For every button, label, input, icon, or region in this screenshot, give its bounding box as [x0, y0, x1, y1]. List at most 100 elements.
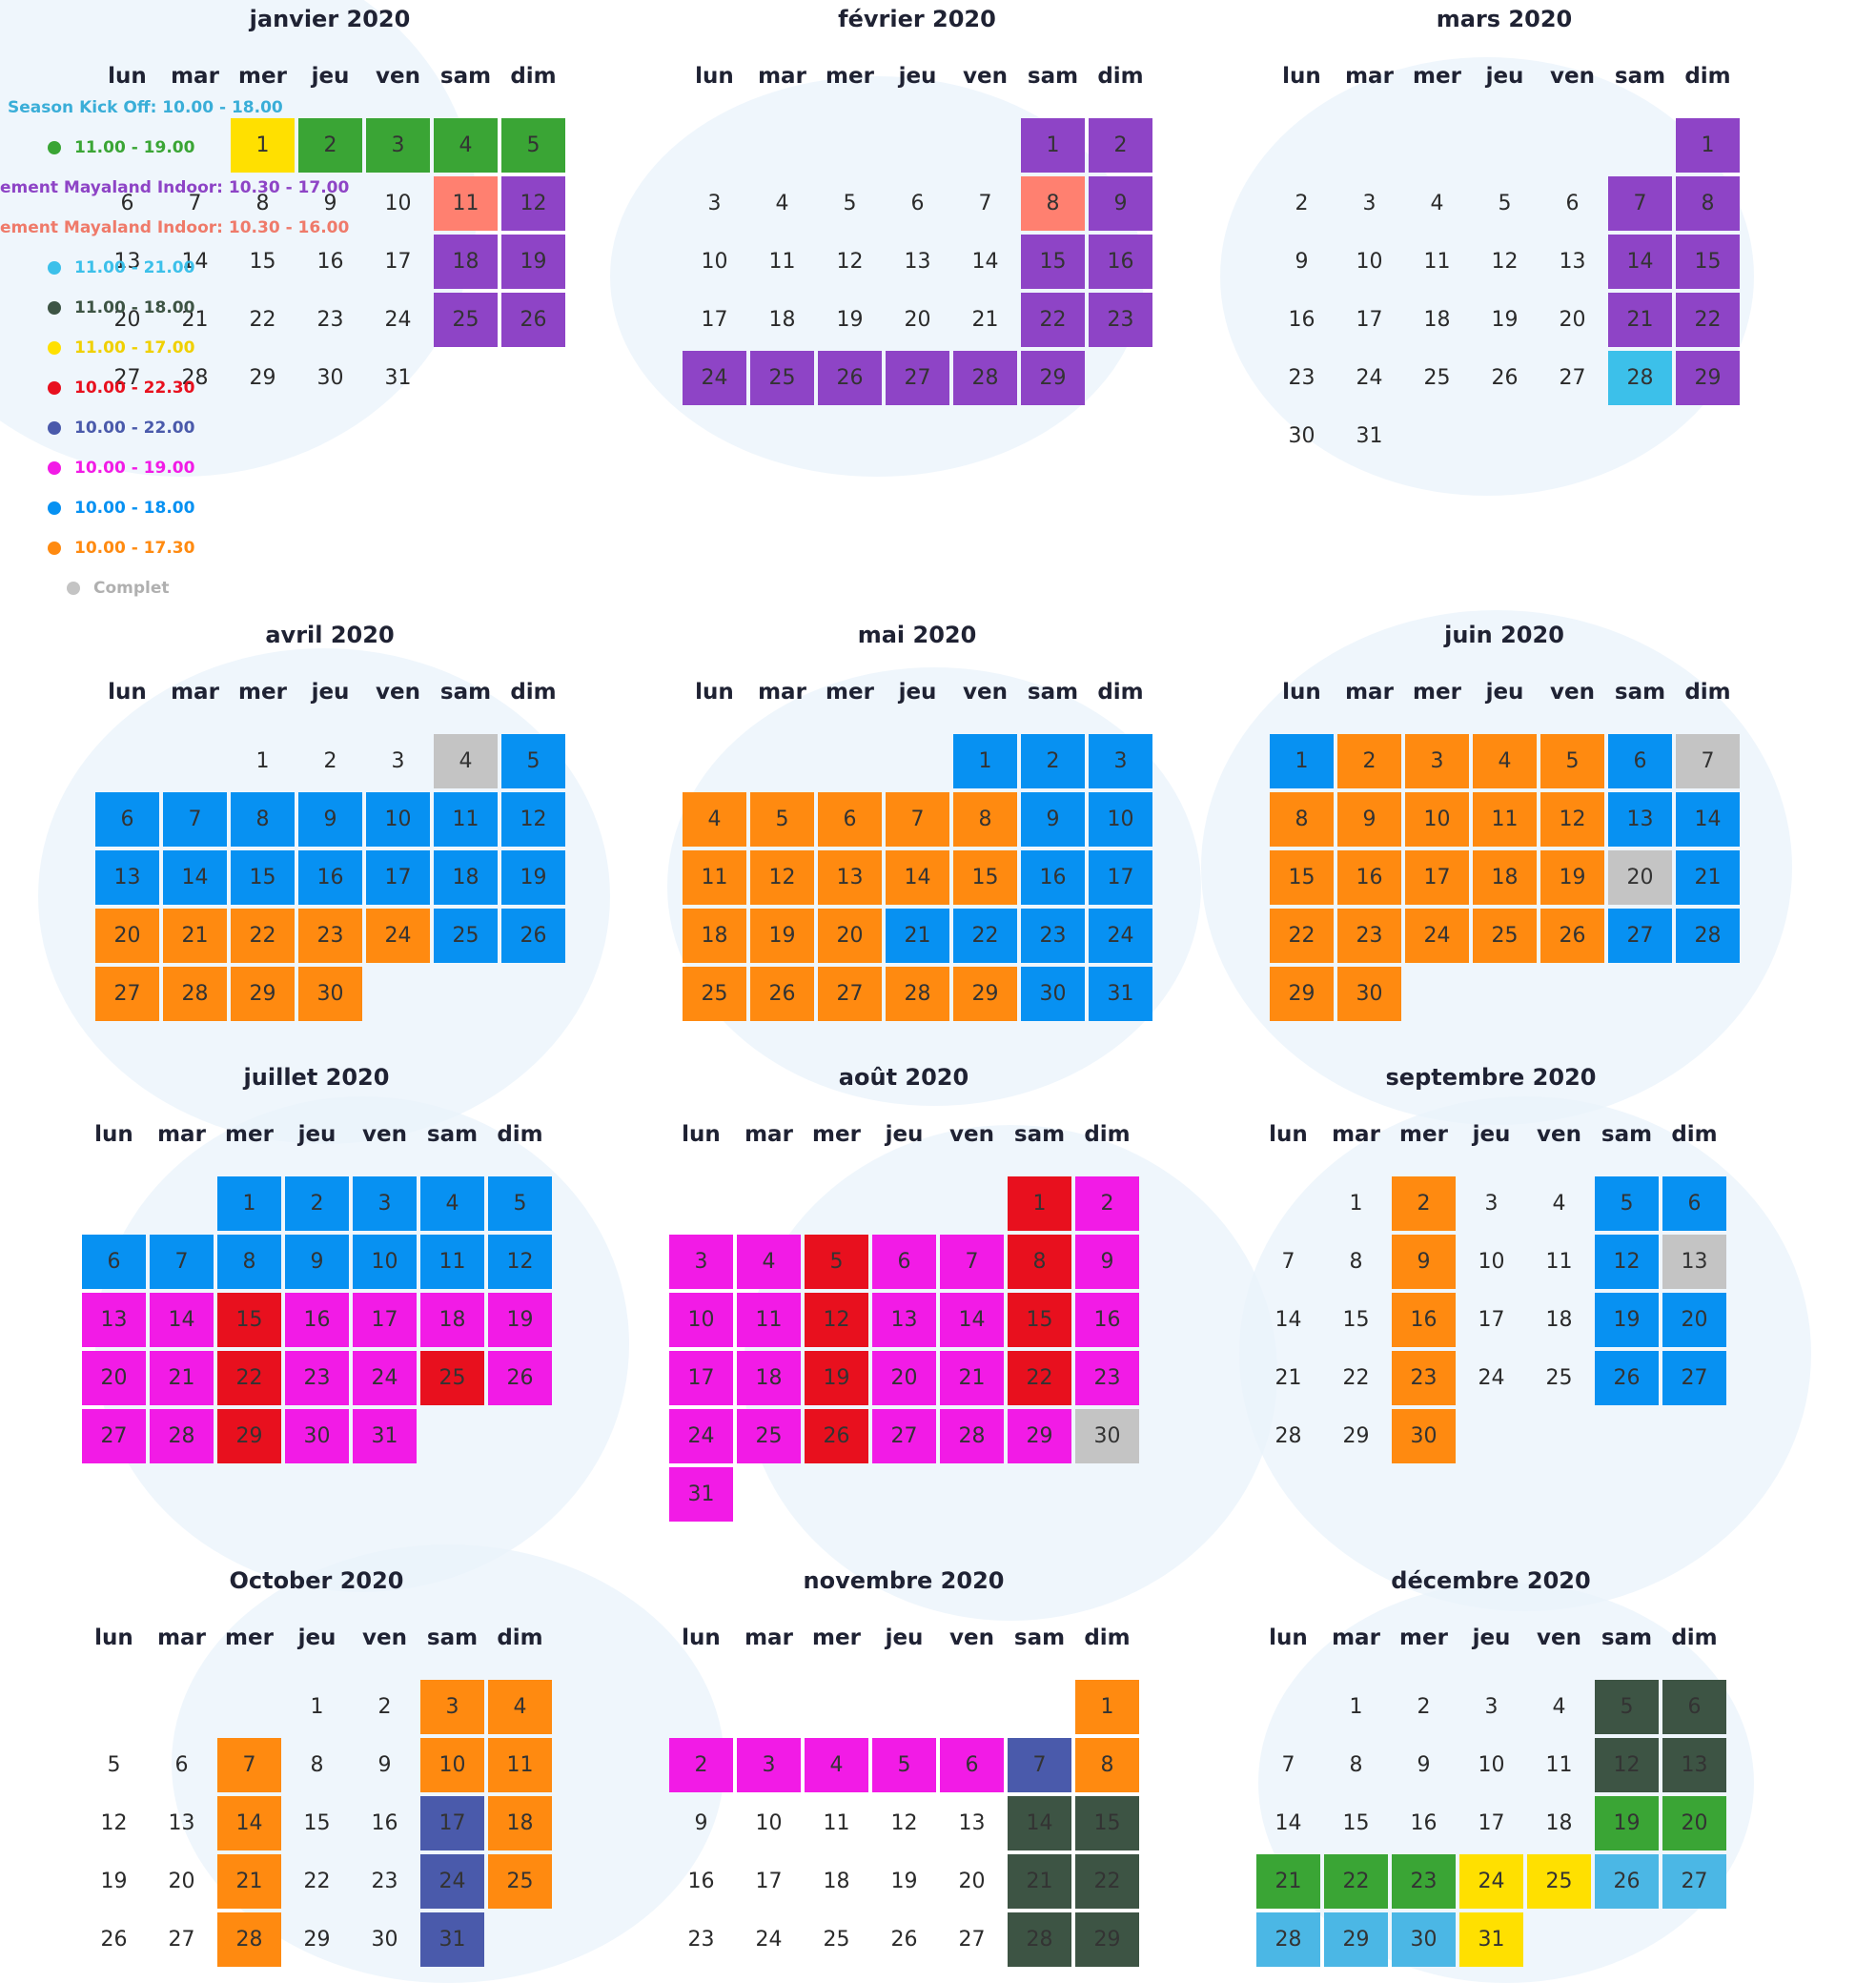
calendar-day[interactable]: 18: [1423, 308, 1451, 332]
calendar-day[interactable]: 3: [1362, 192, 1376, 215]
calendar-day[interactable]: 28: [953, 351, 1017, 405]
calendar-day[interactable]: 3: [707, 192, 722, 215]
calendar-day[interactable]: 20: [82, 1351, 146, 1405]
calendar-day[interactable]: 28: [1008, 1912, 1071, 1967]
calendar-day[interactable]: 11: [488, 1738, 552, 1792]
calendar-day[interactable]: 9: [1089, 176, 1152, 231]
calendar-day[interactable]: 27: [886, 351, 949, 405]
calendar-day[interactable]: 9: [323, 192, 337, 215]
calendar-day[interactable]: 3: [1405, 734, 1469, 788]
calendar-day[interactable]: 12: [750, 850, 814, 905]
calendar-day[interactable]: 21: [150, 1351, 214, 1405]
calendar-day[interactable]: 31: [353, 1409, 417, 1463]
calendar-day[interactable]: 19: [100, 1870, 128, 1893]
calendar-day[interactable]: 11: [1545, 1753, 1573, 1777]
calendar-day[interactable]: 7: [188, 192, 202, 215]
calendar-day[interactable]: 26: [488, 1351, 552, 1405]
calendar-day[interactable]: 17: [701, 308, 728, 332]
calendar-day[interactable]: 16: [316, 250, 344, 274]
calendar-day[interactable]: 15: [231, 850, 295, 905]
calendar-day[interactable]: 10: [1089, 792, 1152, 847]
calendar-day[interactable]: 8: [1349, 1250, 1363, 1274]
calendar-day[interactable]: 28: [1256, 1912, 1320, 1967]
calendar-day[interactable]: 4: [434, 734, 498, 788]
calendar-day[interactable]: 15: [217, 1293, 281, 1347]
calendar-day[interactable]: 17: [1478, 1308, 1505, 1332]
calendar-day[interactable]: 21: [217, 1854, 281, 1909]
calendar-day[interactable]: 14: [971, 250, 999, 274]
calendar-day[interactable]: 18: [823, 1870, 850, 1893]
calendar-day[interactable]: 23: [298, 909, 362, 963]
calendar-day[interactable]: 20: [113, 308, 141, 332]
calendar-day[interactable]: 16: [1021, 850, 1085, 905]
calendar-day[interactable]: 12: [890, 1811, 918, 1835]
calendar-day[interactable]: 11: [420, 1235, 484, 1289]
calendar-day[interactable]: 9: [1295, 250, 1309, 274]
calendar-day[interactable]: 21: [1274, 1366, 1302, 1390]
calendar-day[interactable]: 27: [168, 1928, 195, 1952]
calendar-day[interactable]: 5: [1595, 1176, 1659, 1231]
calendar-day[interactable]: 1: [1270, 734, 1334, 788]
calendar-day[interactable]: 14: [1608, 235, 1672, 289]
calendar-day[interactable]: 26: [1491, 366, 1519, 390]
calendar-day[interactable]: 27: [958, 1928, 986, 1952]
calendar-day[interactable]: 27: [82, 1409, 146, 1463]
calendar-day[interactable]: 22: [249, 308, 276, 332]
calendar-day[interactable]: 27: [95, 967, 159, 1021]
calendar-day[interactable]: 19: [1595, 1796, 1659, 1850]
calendar-day[interactable]: 30: [1075, 1409, 1139, 1463]
calendar-day[interactable]: 5: [488, 1176, 552, 1231]
calendar-day[interactable]: 4: [1552, 1695, 1566, 1719]
calendar-day[interactable]: 4: [737, 1235, 801, 1289]
calendar-day[interactable]: 26: [501, 909, 565, 963]
calendar-day[interactable]: 23: [285, 1351, 349, 1405]
calendar-day[interactable]: 4: [1552, 1192, 1566, 1216]
calendar-day[interactable]: 24: [1089, 909, 1152, 963]
calendar-day[interactable]: 28: [217, 1912, 281, 1967]
calendar-day[interactable]: 6: [1662, 1680, 1726, 1734]
calendar-day[interactable]: 3: [1484, 1695, 1499, 1719]
calendar-day[interactable]: 25: [683, 967, 746, 1021]
calendar-day[interactable]: 8: [231, 792, 295, 847]
calendar-day[interactable]: 16: [1337, 850, 1401, 905]
calendar-day[interactable]: 15: [1676, 235, 1740, 289]
calendar-day[interactable]: 18: [1545, 1308, 1573, 1332]
calendar-day[interactable]: 9: [285, 1235, 349, 1289]
calendar-day[interactable]: 23: [316, 308, 344, 332]
calendar-day[interactable]: 25: [434, 909, 498, 963]
calendar-day[interactable]: 14: [181, 250, 209, 274]
calendar-day[interactable]: 27: [1662, 1854, 1726, 1909]
calendar-day[interactable]: 15: [1342, 1811, 1370, 1835]
calendar-day[interactable]: 2: [1075, 1176, 1139, 1231]
calendar-day[interactable]: 11: [1473, 792, 1537, 847]
calendar-day[interactable]: 1: [1349, 1695, 1363, 1719]
calendar-day[interactable]: 28: [163, 967, 227, 1021]
calendar-day[interactable]: 18: [434, 235, 498, 289]
calendar-day[interactable]: 2: [323, 749, 337, 773]
calendar-day[interactable]: 18: [488, 1796, 552, 1850]
calendar-day[interactable]: 30: [371, 1928, 398, 1952]
calendar-day[interactable]: 6: [1608, 734, 1672, 788]
calendar-day[interactable]: 25: [1545, 1366, 1573, 1390]
calendar-day[interactable]: 9: [1075, 1235, 1139, 1289]
calendar-day[interactable]: 14: [1274, 1308, 1302, 1332]
calendar-day[interactable]: 21: [163, 909, 227, 963]
calendar-day[interactable]: 2: [1392, 1176, 1456, 1231]
calendar-day[interactable]: 19: [836, 308, 864, 332]
calendar-day[interactable]: 17: [384, 250, 412, 274]
calendar-day[interactable]: 2: [1089, 118, 1152, 173]
calendar-day[interactable]: 11: [737, 1293, 801, 1347]
calendar-day[interactable]: 28: [181, 366, 209, 390]
calendar-day[interactable]: 6: [95, 792, 159, 847]
calendar-day[interactable]: 29: [1342, 1424, 1370, 1448]
calendar-day[interactable]: 7: [940, 1235, 1004, 1289]
calendar-day[interactable]: 4: [1430, 192, 1444, 215]
calendar-day[interactable]: 10: [669, 1293, 733, 1347]
calendar-day[interactable]: 8: [310, 1753, 324, 1777]
calendar-day[interactable]: 21: [1008, 1854, 1071, 1909]
calendar-day[interactable]: 4: [434, 118, 498, 173]
calendar-day[interactable]: 21: [1256, 1854, 1320, 1909]
calendar-day[interactable]: 3: [737, 1738, 801, 1792]
calendar-day[interactable]: 9: [1392, 1235, 1456, 1289]
calendar-day[interactable]: 31: [669, 1467, 733, 1522]
